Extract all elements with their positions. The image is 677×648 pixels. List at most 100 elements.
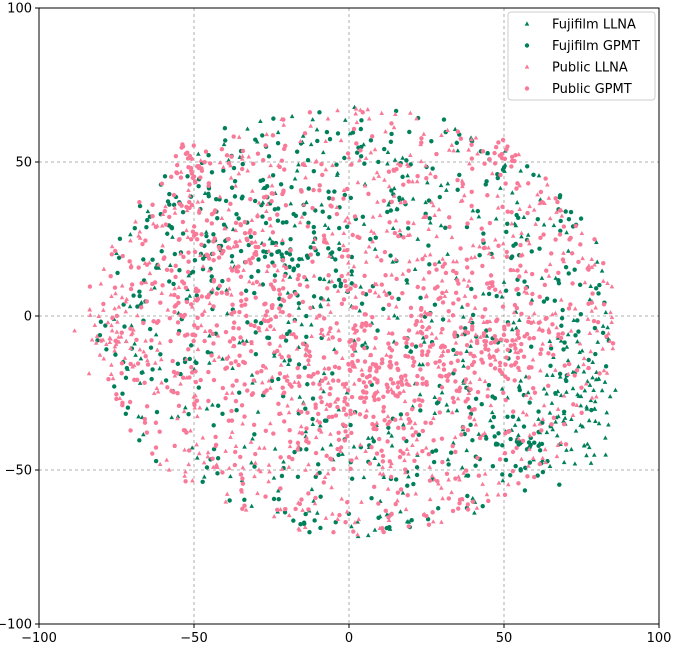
data-point [228,175,234,180]
data-point [150,451,155,456]
data-point [172,443,177,449]
data-point [492,150,497,156]
data-point [343,519,348,525]
data-point [531,431,537,436]
data-point [233,220,239,226]
data-point [298,138,303,144]
data-point [299,322,305,327]
data-point [242,302,248,307]
data-point [371,414,376,419]
data-point [541,222,547,227]
data-point [334,321,339,326]
data-point [276,401,281,407]
data-point [351,529,356,534]
data-point [517,274,522,279]
data-point [184,227,189,233]
grid-lines [39,8,659,624]
data-point [249,274,254,279]
data-point [143,238,148,243]
data-point [398,509,403,514]
data-point [155,347,160,352]
data-point [127,399,133,405]
data-point [573,223,578,229]
data-point [388,253,393,258]
data-point [530,291,535,297]
data-point [318,429,324,434]
data-point [362,340,368,345]
data-point [498,185,503,190]
data-point [591,318,597,324]
data-point [440,300,446,305]
data-point [469,156,475,161]
data-point [596,291,601,296]
data-point [342,438,348,443]
data-point [516,291,521,297]
data-point [532,390,538,395]
data-point [250,188,255,193]
data-point [359,395,365,400]
data-point [249,217,255,223]
data-point [311,168,317,174]
data-point [498,369,503,374]
data-point [532,440,537,445]
data-point [252,464,257,469]
data-point [269,374,275,379]
data-point [448,360,454,366]
data-point [440,352,445,357]
data-point [386,330,392,335]
data-point [454,270,459,276]
data-point [275,218,281,223]
data-point [233,265,239,271]
data-point [160,283,165,288]
data-point [227,498,232,503]
data-point [495,205,501,210]
data-point [305,410,310,415]
data-point [386,302,392,308]
data-point [229,429,235,434]
data-point [389,443,395,448]
data-point [295,365,300,371]
data-point [233,183,238,188]
data-point [324,406,329,411]
data-point [301,520,307,525]
data-point [97,332,103,338]
data-point [389,511,394,517]
data-point [263,428,269,433]
data-point [480,314,485,319]
data-point [520,409,526,415]
data-point [188,165,194,171]
data-point [607,394,613,399]
data-point [302,524,308,530]
data-point [445,457,451,462]
data-point [226,207,232,212]
data-point [592,325,598,331]
data-point [348,422,353,428]
data-point [526,314,532,320]
data-point [379,282,385,287]
data-point [346,254,351,259]
data-point [353,111,359,116]
data-point [487,355,493,360]
data-point [282,390,287,395]
data-point [285,290,291,295]
data-point [279,252,284,257]
data-point [517,317,522,322]
data-point [532,310,537,316]
data-point [388,463,393,469]
data-point [330,335,335,340]
data-point [400,490,406,495]
data-point [399,376,404,381]
data-point [514,325,519,330]
data-point [610,346,616,351]
data-point [496,140,501,145]
data-point [137,347,143,352]
data-point [581,369,587,374]
data-point [310,259,315,264]
data-point [426,349,431,354]
data-point [511,320,516,325]
data-point [335,288,341,293]
data-point [389,272,394,277]
data-point [195,164,200,169]
data-point [420,398,425,404]
data-point [553,196,558,201]
